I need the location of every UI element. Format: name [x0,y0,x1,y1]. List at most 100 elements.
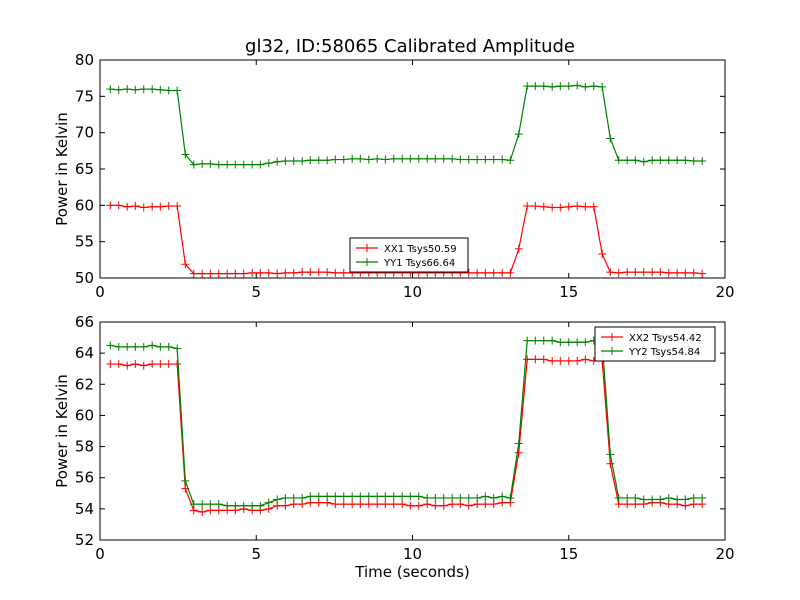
data-point [264,268,273,277]
data-point [631,156,640,165]
y-tick-label: 65 [75,160,94,178]
data-point [131,85,140,94]
data-point [581,202,590,211]
data-point [381,492,390,501]
data-point [464,501,473,510]
x-tick-label: 10 [403,283,422,301]
data-point [606,134,615,143]
data-point [373,154,382,163]
x-tick-label: 10 [403,545,422,563]
data-point [664,493,673,502]
data-point [398,154,407,163]
data-point [623,156,632,165]
data-point [698,157,707,166]
x-tick-label: 0 [95,545,105,563]
data-point [248,160,257,169]
data-point [181,476,190,485]
data-point [506,156,515,165]
data-point [364,155,373,164]
data-point [223,501,232,510]
data-point [548,82,557,91]
data-point [689,157,698,166]
legend-marker [363,258,371,266]
data-point [473,268,482,277]
data-point [656,268,665,277]
data-point [639,495,648,504]
y-tick-label: 70 [75,124,94,142]
data-point [673,495,682,504]
data-point [448,154,457,163]
data-point [606,459,615,468]
data-point [531,336,540,345]
bottom-panel: 0 5 10 15 20 52 54 56 58 60 62 64 66 Power in Kelvin T… [53,313,735,581]
y-tick-label: 66 [75,313,94,331]
data-point [198,500,207,509]
data-point [406,501,415,510]
data-point [281,268,290,277]
data-point [339,268,348,277]
data-point [273,495,282,504]
data-point [323,156,332,165]
x-tick-label: 20 [715,283,734,301]
data-point [123,361,132,370]
data-point [223,160,232,169]
data-point [439,493,448,502]
data-point [114,360,123,369]
data-point [598,250,607,259]
data-point [123,202,132,211]
data-point [389,154,398,163]
data-point [423,154,432,163]
data-point [139,342,148,351]
data-point [389,500,398,509]
data-point [498,492,507,501]
data-point [539,202,548,211]
data-point [564,356,573,365]
data-point [348,500,357,509]
data-point [173,202,182,211]
data-point [556,338,565,347]
data-point [464,493,473,502]
data-point [689,493,698,502]
data-point [139,85,148,94]
data-point [289,493,298,502]
data-point [548,356,557,365]
data-point [556,203,565,212]
data-point [323,268,332,277]
data-point [498,155,507,164]
data-point [214,269,223,278]
data-point [281,157,290,166]
legend-box [349,237,469,273]
data-point [373,500,382,509]
data-point [689,268,698,277]
data-point [439,154,448,163]
data-point [114,85,123,94]
data-point [139,203,148,212]
data-point [281,501,290,510]
data-point [248,268,257,277]
data-point [406,492,415,501]
data-point [306,492,315,501]
data-point [339,155,348,164]
data-point [156,202,165,211]
data-point [481,155,490,164]
data-point [314,156,323,165]
legend-marker [608,333,616,341]
data-point [164,86,173,95]
data-point [389,492,398,501]
data-point [414,492,423,501]
data-point [206,159,215,168]
data-point [589,202,598,211]
data-point [456,155,465,164]
x-axis-label: Time (seconds) [354,563,470,581]
data-point [231,501,240,510]
data-point [231,269,240,278]
data-point [131,342,140,351]
y-tick-label: 75 [75,87,94,105]
data-point [131,202,140,211]
data-point [156,85,165,94]
data-point [348,154,357,163]
y-tick-label: 60 [75,196,94,214]
data-point [431,154,440,163]
data-point [314,268,323,277]
